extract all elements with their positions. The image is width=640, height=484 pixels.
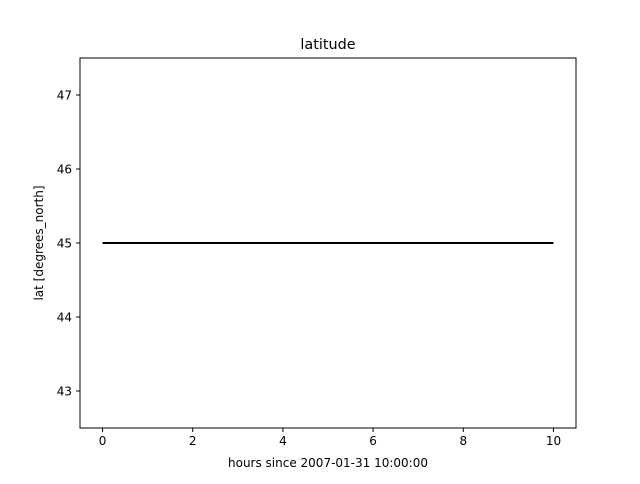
x-tick-label: 6	[369, 434, 377, 448]
x-tick-label: 10	[546, 434, 561, 448]
chart-title: latitude	[300, 37, 355, 53]
y-tick-label: 47	[57, 89, 72, 103]
x-axis-ticks: 0 2 4 6 8 10	[99, 428, 561, 448]
x-tick-label: 2	[189, 434, 197, 448]
x-tick-label: 4	[279, 434, 287, 448]
x-axis-label: hours since 2007-01-31 10:00:00	[228, 456, 428, 470]
x-tick-label: 8	[459, 434, 467, 448]
y-tick-label: 43	[57, 385, 72, 399]
y-tick-label: 45	[57, 237, 72, 251]
y-tick-label: 44	[57, 311, 72, 325]
x-tick-label: 0	[99, 434, 107, 448]
y-axis-ticks: 43 44 45 46 47	[57, 89, 80, 399]
y-axis-label: lat [degrees_north]	[32, 185, 46, 300]
y-tick-label: 46	[57, 163, 72, 177]
